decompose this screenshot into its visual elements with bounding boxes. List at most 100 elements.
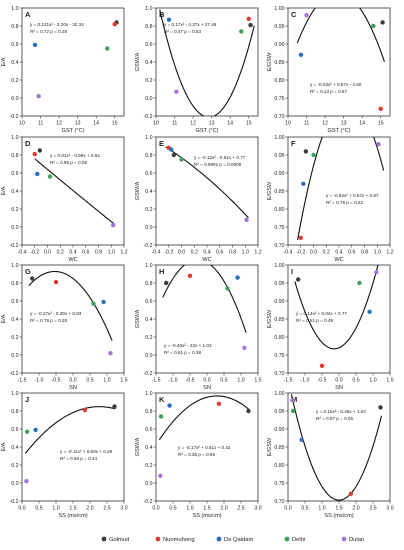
data-point-nuomuhong bbox=[216, 401, 222, 406]
x-tick-label: 0.5 bbox=[301, 506, 308, 512]
fit-curve bbox=[162, 265, 247, 333]
equation-label: y = 0.17x² - 4.37x + 27.46 bbox=[164, 22, 217, 27]
y-tick-label: 0.95 bbox=[274, 153, 284, 159]
panel-C: 10 11 12 13 14 15 0.70 0.75 0.80 0.85 0.90 0.95 1.00… bbox=[267, 6, 391, 134]
x-axis-label: GST (°C) bbox=[328, 128, 351, 134]
data-point-da-qaidam bbox=[35, 171, 40, 177]
x-tick-label: 11 bbox=[304, 121, 309, 127]
fit-curve bbox=[28, 270, 113, 341]
legend-label: Dulan bbox=[349, 537, 364, 543]
y-tick-label: 0.0 bbox=[11, 225, 18, 231]
panel-letter: D bbox=[25, 139, 31, 148]
x-tick-label: 0.0 bbox=[44, 250, 51, 256]
x-tick-label: 1.5 bbox=[254, 378, 261, 384]
x-tick-label: 13 bbox=[75, 121, 81, 127]
data-point-dulan bbox=[174, 89, 179, 94]
y-tick-label: 0.85 bbox=[274, 317, 284, 323]
equation-label: y = -0.17x² + 0.61x + 0.42 bbox=[178, 445, 231, 450]
fit-curve bbox=[24, 406, 116, 454]
y-tick-label: 0.0 bbox=[11, 96, 18, 102]
x-tick-label: 0.4 bbox=[203, 250, 210, 256]
stats-label: R² = 0.61 p = 0.38 bbox=[164, 350, 201, 355]
y-tick-label: -0.2 bbox=[10, 499, 19, 505]
data-point-delhi bbox=[47, 174, 53, 179]
y-axis-label: E/A bbox=[1, 442, 7, 451]
x-tick-label: -0.4 bbox=[152, 250, 161, 256]
x-axis-label: GST (°C) bbox=[62, 128, 85, 134]
y-tick-label: 0.85 bbox=[274, 60, 284, 66]
legend-label: Nuomuhong bbox=[163, 537, 195, 543]
data-point-delhi bbox=[179, 157, 184, 162]
legend-marker bbox=[216, 536, 222, 542]
equation-label: y = 0.121x² - 3.20x - 32.34 bbox=[30, 22, 84, 27]
legend: Golmud Nuomuhong Da Qaidam Delhi Dulan bbox=[101, 536, 364, 543]
y-tick-label: 1.0 bbox=[11, 135, 18, 141]
data-point-da-qaidam bbox=[299, 437, 304, 442]
x-tick-label: 1.5 bbox=[335, 506, 342, 512]
y-tick-label: -0.2 bbox=[10, 243, 19, 249]
y-tick-label: 0.75 bbox=[274, 225, 284, 231]
x-tick-label: 3.0 bbox=[254, 506, 261, 512]
data-point-nuomuhong bbox=[298, 235, 303, 240]
x-tick-label: -0.2 bbox=[30, 250, 39, 256]
legend-marker bbox=[284, 536, 290, 542]
data-point-nuomuhong bbox=[319, 363, 325, 368]
legend-marker bbox=[155, 536, 161, 542]
panel-letter: K bbox=[159, 395, 165, 404]
data-point-nuomuhong bbox=[378, 106, 383, 112]
y-tick-label: 0.6 bbox=[145, 427, 152, 433]
stats-label: R² = 0.13 p = 0.87 bbox=[310, 89, 347, 94]
panel-letter: G bbox=[25, 267, 31, 276]
x-tick-label: -1.0 bbox=[301, 378, 310, 384]
data-point-dulan bbox=[158, 473, 163, 478]
data-point-golmud bbox=[246, 408, 251, 414]
stats-label: R² = 0.95 p = 0.05 bbox=[50, 160, 87, 165]
plot-frame bbox=[287, 136, 391, 246]
stats-label: R² = 0.51 p = 0.49 bbox=[296, 318, 333, 323]
x-tick-label: 0.0 bbox=[18, 506, 25, 512]
data-point-golmud bbox=[30, 276, 35, 281]
y-tick-label: 1.00 bbox=[274, 391, 284, 397]
y-tick-label: -0.2 bbox=[144, 243, 153, 249]
y-tick-label: -0.2 bbox=[144, 114, 153, 120]
y-tick-label: 0.75 bbox=[274, 96, 284, 102]
x-tick-label: 2.5 bbox=[237, 506, 244, 512]
fit-curve bbox=[290, 394, 383, 501]
x-tick-label: 2.5 bbox=[369, 506, 376, 512]
x-tick-label: -0.5 bbox=[186, 378, 195, 384]
legend-marker bbox=[341, 536, 347, 542]
x-tick-label: 1.0 bbox=[374, 250, 381, 256]
y-axis-label: GSW/A bbox=[135, 181, 141, 200]
equation-label: y = -0.12x² - 0.51x + 0.77 bbox=[194, 155, 246, 160]
data-point-dulan bbox=[376, 142, 381, 147]
x-tick-label: 1.0 bbox=[103, 378, 110, 384]
x-tick-label: 0.4 bbox=[335, 250, 342, 256]
panel-letter: F bbox=[291, 139, 296, 148]
x-tick-label: 0.0 bbox=[335, 378, 342, 384]
x-tick-label: 0.8 bbox=[95, 250, 102, 256]
y-tick-label: 0.8 bbox=[11, 153, 18, 159]
x-tick-label: 2.0 bbox=[220, 506, 227, 512]
data-point-golmud bbox=[303, 149, 309, 154]
y-tick-label: 0.8 bbox=[145, 281, 152, 287]
y-tick-label: 0.2 bbox=[11, 78, 18, 84]
data-point-dulan bbox=[24, 479, 29, 484]
data-point-delhi bbox=[158, 414, 164, 419]
y-tick-label: 1.0 bbox=[145, 6, 152, 12]
panel-A: 10 11 12 13 14 15 -0.2 0.0 0.2 0.4 0.6 0.8 1.0 GST (°… bbox=[1, 6, 125, 134]
data-point-nuomuhong bbox=[187, 273, 193, 278]
y-tick-label: 1.0 bbox=[11, 6, 18, 12]
x-axis-label: SS (ms/cm) bbox=[58, 513, 87, 519]
y-tick-label: 1.0 bbox=[145, 135, 152, 141]
data-point-dulan bbox=[304, 13, 309, 18]
y-tick-label: 0.70 bbox=[274, 371, 284, 377]
y-tick-label: 0.2 bbox=[11, 207, 18, 213]
y-tick-label: 0.2 bbox=[145, 463, 152, 469]
y-tick-label: 0.4 bbox=[145, 317, 152, 323]
x-tick-label: 14 bbox=[93, 121, 99, 127]
x-tick-label: 1.0 bbox=[318, 506, 325, 512]
panel-letter: H bbox=[159, 267, 164, 276]
stats-label: R² = 0.47 p = 0.53 bbox=[164, 29, 201, 34]
y-tick-label: 0.0 bbox=[145, 353, 152, 359]
